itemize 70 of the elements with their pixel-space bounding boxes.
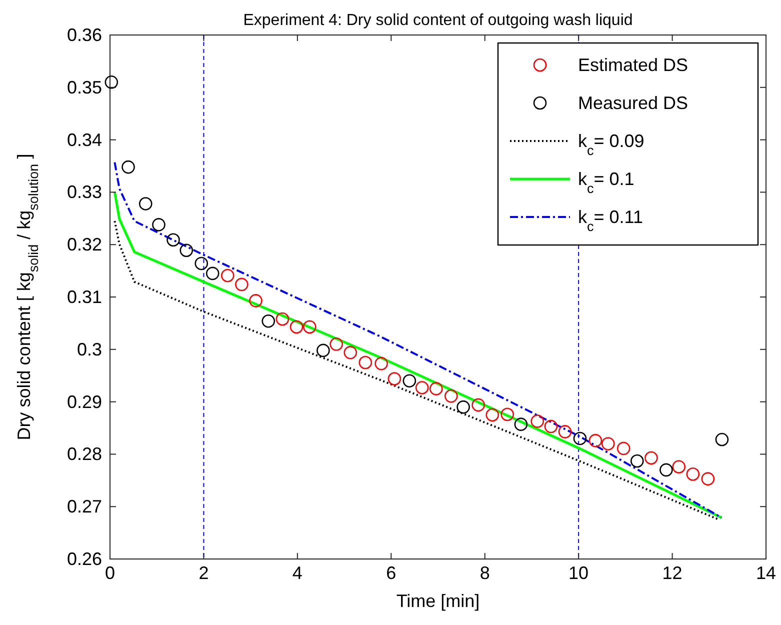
point: [388, 372, 402, 386]
point: [686, 467, 700, 481]
x-axis-title: Time [min]: [396, 591, 480, 611]
point: [616, 442, 630, 456]
point: [262, 314, 276, 328]
point: [166, 233, 180, 247]
x-tick-label: 10: [568, 563, 589, 583]
x-tick-label: 14: [756, 563, 776, 583]
point: [235, 278, 248, 292]
x-tick-label: 12: [662, 563, 682, 583]
point: [644, 451, 658, 465]
y-tick-label: 0.27: [66, 496, 102, 517]
point: [104, 76, 118, 89]
point: [122, 160, 135, 174]
point: [180, 244, 194, 258]
point: [415, 381, 429, 394]
point: [672, 460, 686, 474]
point: [660, 463, 673, 477]
point: [514, 418, 528, 431]
point: [302, 320, 316, 334]
x-tick-label: 8: [480, 563, 490, 583]
point: [472, 398, 485, 412]
y-tick-label: 0.28: [66, 444, 102, 464]
point: [249, 294, 262, 308]
x-tick-label: 2: [198, 563, 209, 583]
y-tick-label: 0.32: [66, 234, 102, 255]
point: [588, 434, 602, 448]
y-tick-label: 0.35: [66, 77, 102, 98]
point: [358, 356, 372, 370]
point: [701, 472, 715, 486]
point: [558, 425, 572, 438]
point: [344, 346, 358, 360]
legend-label: k$_{c}$= 0.11: [578, 207, 643, 234]
point: [444, 389, 458, 403]
point: [601, 437, 615, 450]
chart-title: Experiment 4: Dry solid content of outgoing wash liquid: [243, 12, 633, 29]
x-tick-label: 4: [292, 563, 302, 583]
point: [290, 320, 304, 334]
point: [206, 266, 220, 280]
point: [402, 374, 416, 388]
point: [429, 382, 443, 396]
point: [630, 454, 644, 468]
point: [500, 408, 514, 422]
point: [715, 432, 729, 446]
legend-label: k$_{c}$= 0.1: [578, 169, 634, 196]
legend-label: k$_{c}$= 0.09: [578, 131, 644, 158]
point: [573, 432, 587, 446]
point: [374, 356, 388, 370]
y-tick-label: 0.31: [66, 287, 102, 307]
point: [220, 268, 234, 282]
legend-label: Estimated DS: [578, 55, 688, 75]
point: [486, 408, 500, 422]
legend-label: Measured DS: [578, 93, 688, 113]
point: [276, 312, 290, 326]
point: [152, 218, 166, 232]
y-tick-label: 0.26: [66, 549, 102, 569]
x-tick-label: 0: [104, 563, 116, 583]
point: [456, 400, 470, 414]
point: [330, 338, 343, 351]
point: [316, 344, 330, 358]
y-tick-label: 0.36: [66, 25, 102, 45]
point: [530, 414, 544, 428]
point: [544, 420, 558, 434]
y-tick-label: 0.34: [66, 130, 102, 150]
x-tick-label: 6: [386, 563, 396, 583]
y-tick-label: 0.33: [66, 182, 102, 202]
y-tick-label: 0.29: [66, 392, 102, 412]
point: [194, 256, 208, 270]
point: [138, 197, 152, 210]
y-tick-label: 0.3: [76, 339, 102, 360]
